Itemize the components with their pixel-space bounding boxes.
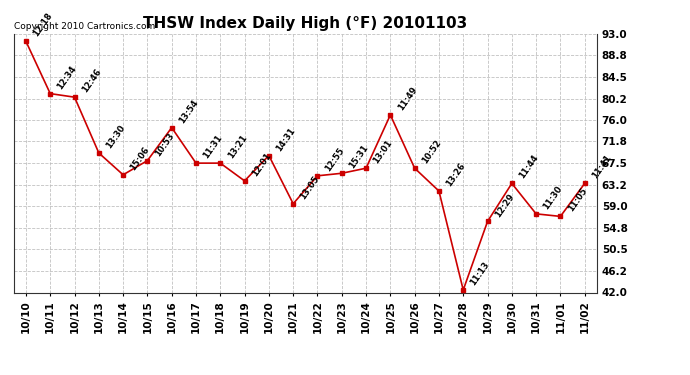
Text: 11:31: 11:31 [201, 133, 224, 160]
Text: 15:06: 15:06 [128, 145, 151, 172]
Text: 12:18: 12:18 [32, 12, 55, 39]
Text: 12:34: 12:34 [56, 64, 79, 91]
Text: 13:26: 13:26 [444, 161, 467, 188]
Text: 12:01: 12:01 [250, 151, 273, 178]
Text: 12:46: 12:46 [80, 67, 103, 94]
Text: 11:30: 11:30 [542, 184, 564, 211]
Text: 10:52: 10:52 [420, 138, 443, 165]
Text: 13:30: 13:30 [104, 123, 127, 150]
Text: 11:44: 11:44 [518, 153, 540, 181]
Text: 11:05: 11:05 [566, 186, 589, 214]
Text: 13:01: 13:01 [372, 138, 394, 165]
Text: 12:29: 12:29 [493, 192, 516, 219]
Text: 11:49: 11:49 [396, 85, 419, 112]
Text: 13:21: 13:21 [226, 133, 248, 160]
Title: THSW Index Daily High (°F) 20101103: THSW Index Daily High (°F) 20101103 [144, 16, 467, 31]
Text: Copyright 2010 Cartronics.com: Copyright 2010 Cartronics.com [14, 22, 155, 31]
Text: 15:31: 15:31 [347, 143, 370, 171]
Text: 13:05: 13:05 [299, 174, 322, 201]
Text: 11:13: 11:13 [469, 260, 491, 287]
Text: 13:54: 13:54 [177, 98, 200, 125]
Text: 10:53: 10:53 [153, 131, 176, 158]
Text: 12:55: 12:55 [323, 146, 346, 173]
Text: 14:31: 14:31 [275, 126, 297, 153]
Text: 11:41: 11:41 [590, 153, 613, 181]
